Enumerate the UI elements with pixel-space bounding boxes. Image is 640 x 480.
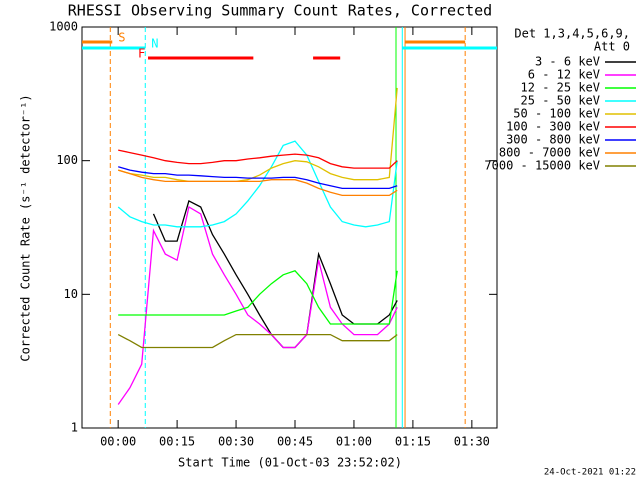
- x-tick-label: 01:30: [454, 435, 490, 449]
- x-tick-label: 00:15: [159, 435, 195, 449]
- series-line: [117, 333, 398, 349]
- legend-title: Att 0: [594, 40, 630, 54]
- legend-label: 7000 - 15000 keV: [484, 159, 600, 173]
- series-line: [152, 199, 398, 349]
- x-tick-label: 00:30: [218, 435, 254, 449]
- x-tick-label: 00:00: [100, 435, 136, 449]
- plot-frame: [81, 26, 498, 429]
- series-line: [117, 140, 398, 228]
- legend-label: 3 - 6 keV: [535, 55, 600, 69]
- y-tick-label: 1000: [49, 20, 78, 34]
- flag-label: S: [118, 31, 125, 45]
- legend-label: 25 - 50 keV: [521, 94, 600, 108]
- series-line: [117, 205, 398, 405]
- footer: 24-Oct-2021 01:22: [544, 468, 636, 478]
- y-axis-label: Corrected Count Rate (s⁻¹ detector⁻¹): [19, 94, 33, 361]
- x-tick-label: 00:45: [277, 435, 313, 449]
- series-line: [118, 169, 398, 197]
- legend-label: 300 - 800 keV: [506, 133, 600, 147]
- series-line: [118, 270, 398, 325]
- y-tick-label: 10: [64, 287, 78, 301]
- legend-label: 12 - 25 keV: [521, 81, 600, 95]
- legend-label: 800 - 7000 keV: [499, 146, 600, 160]
- y-tick-label: 1: [71, 421, 78, 435]
- legend-label: 50 - 100 keV: [513, 107, 600, 121]
- y-tick-label: 100: [56, 153, 78, 167]
- chart-title: RHESSI Observing Summary Count Rates, Co…: [68, 2, 492, 20]
- x-tick-label: 01:00: [336, 435, 372, 449]
- x-axis-label: Start Time (01-Oct-03 23:52:02): [178, 456, 402, 470]
- x-tick-label: 01:15: [395, 435, 431, 449]
- series-line: [118, 87, 398, 183]
- series-line: [118, 149, 398, 169]
- legend-label: 100 - 300 keV: [506, 120, 600, 134]
- flag-label: N: [151, 37, 158, 51]
- flag-label: F: [138, 47, 145, 61]
- series-line: [118, 166, 398, 190]
- legend-label: 6 - 12 keV: [528, 68, 600, 82]
- legend-title: Det 1,3,4,5,6,9,: [514, 27, 630, 41]
